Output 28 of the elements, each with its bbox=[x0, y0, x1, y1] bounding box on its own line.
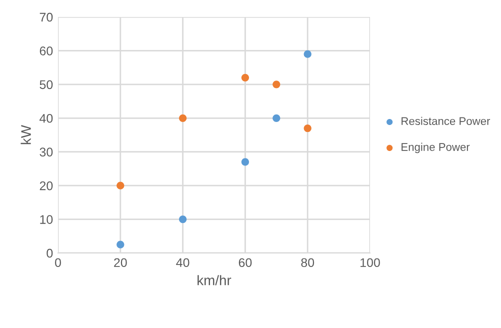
y-tick-label: 30 bbox=[40, 148, 53, 157]
x-tick-label: 20 bbox=[114, 258, 127, 268]
point bbox=[178, 114, 187, 122]
x-tick-label: 0 bbox=[55, 258, 61, 268]
y-tick-label: 70 bbox=[40, 12, 53, 22]
point bbox=[178, 215, 187, 224]
point bbox=[304, 50, 312, 58]
y-tick-label: 0 bbox=[46, 248, 53, 258]
point bbox=[116, 240, 124, 248]
point bbox=[272, 80, 280, 88]
point bbox=[241, 74, 250, 82]
y-tick-label: 20 bbox=[40, 181, 53, 190]
x-tick-label: 60 bbox=[238, 258, 252, 268]
legend-label: Resistance Power bbox=[402, 116, 490, 126]
y-tick-label: 50 bbox=[40, 80, 53, 90]
x-axis-title: km/hr bbox=[198, 275, 232, 286]
y-tick-label: 60 bbox=[40, 46, 53, 56]
point bbox=[304, 124, 312, 132]
x-tick-label: 100 bbox=[360, 258, 380, 268]
x-tick-label: 40 bbox=[176, 258, 190, 268]
y-tick-label: 10 bbox=[40, 215, 53, 224]
y-axis-title: kW bbox=[20, 125, 31, 144]
x-tick-label: 80 bbox=[301, 258, 314, 268]
point bbox=[241, 158, 250, 166]
point bbox=[272, 114, 280, 122]
legend-label: Engine Power bbox=[402, 142, 470, 154]
y-tick-label: 40 bbox=[40, 114, 53, 123]
point bbox=[116, 182, 124, 190]
